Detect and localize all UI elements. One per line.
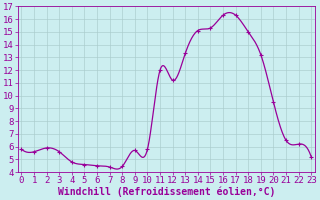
X-axis label: Windchill (Refroidissement éolien,°C): Windchill (Refroidissement éolien,°C) xyxy=(58,187,275,197)
